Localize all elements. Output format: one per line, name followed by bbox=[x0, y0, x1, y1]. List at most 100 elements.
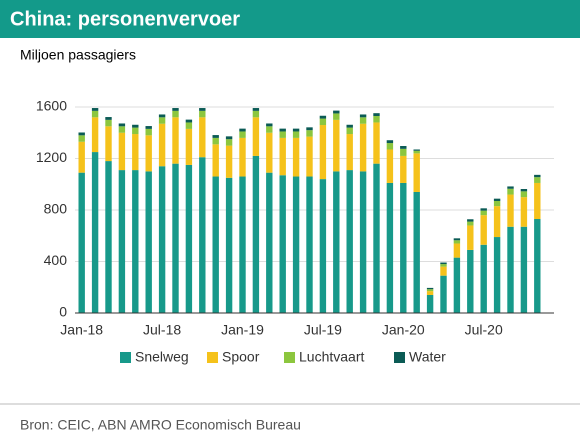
bar-segment bbox=[185, 164, 193, 313]
bar-segment bbox=[493, 206, 501, 238]
bar-segment bbox=[212, 135, 219, 138]
bar-segment bbox=[359, 171, 367, 313]
bar-segment bbox=[319, 115, 327, 119]
bar-segment bbox=[118, 170, 126, 313]
legend-swatch bbox=[120, 352, 131, 363]
bar-segment bbox=[319, 179, 327, 313]
bar-segment bbox=[118, 123, 126, 127]
bar-segment bbox=[132, 124, 139, 128]
bar-segment bbox=[145, 171, 152, 313]
bar-segment bbox=[373, 122, 380, 164]
y-tick-label: 400 bbox=[44, 252, 68, 268]
bar-segment bbox=[480, 208, 487, 211]
bar-segment bbox=[266, 132, 273, 173]
bar-segment bbox=[91, 117, 99, 153]
bar-segment bbox=[118, 132, 126, 171]
bar-segment bbox=[199, 110, 206, 118]
bar-segment bbox=[239, 128, 246, 132]
bar-segment bbox=[199, 157, 206, 313]
bar-segment bbox=[158, 114, 166, 118]
chart-title: China: personenvervoer bbox=[10, 8, 240, 30]
bar-segment bbox=[105, 126, 112, 162]
bar-segment bbox=[467, 219, 474, 222]
legend-label: Water bbox=[409, 349, 446, 365]
bar-segment bbox=[239, 131, 246, 138]
bar-segment bbox=[400, 148, 407, 156]
bar-segment bbox=[279, 137, 286, 176]
source: Bron: CEIC, ABN AMRO Economisch Bureau bbox=[20, 417, 301, 433]
bar-segment bbox=[440, 264, 447, 267]
bar-segment bbox=[333, 113, 340, 120]
bar-segment bbox=[346, 134, 353, 171]
bar-segment bbox=[145, 128, 152, 136]
bar-segment bbox=[480, 215, 487, 245]
bar-segment bbox=[292, 131, 300, 138]
bar-segment bbox=[426, 291, 434, 295]
bar-segment bbox=[346, 170, 353, 313]
bar-segment bbox=[78, 132, 85, 136]
bar-segment bbox=[172, 117, 179, 164]
bar-segment bbox=[292, 128, 300, 132]
bar-segment bbox=[534, 219, 541, 313]
bar-segment bbox=[359, 114, 367, 118]
bar-segment bbox=[493, 200, 501, 207]
bar-segment bbox=[105, 161, 112, 313]
x-tick-label: Jul-20 bbox=[465, 322, 503, 338]
bar-segment bbox=[319, 125, 327, 180]
y-tick-label: 800 bbox=[44, 201, 68, 217]
bar-segment bbox=[306, 130, 313, 137]
bar-segment bbox=[453, 238, 461, 241]
bar-segment bbox=[185, 128, 193, 165]
legend-label: Spoor bbox=[222, 349, 260, 365]
bar-segment bbox=[386, 140, 394, 144]
bar-segment bbox=[453, 257, 461, 313]
bar-segment bbox=[132, 134, 139, 171]
x-tick-label: Jan-18 bbox=[60, 322, 103, 338]
bar-segment bbox=[78, 135, 85, 142]
bar-segment bbox=[266, 126, 273, 133]
bar-segment bbox=[440, 275, 447, 313]
bar-segment bbox=[252, 108, 260, 111]
bar-segment bbox=[426, 287, 434, 290]
bar-segment bbox=[239, 137, 246, 177]
legend-swatch bbox=[207, 352, 218, 363]
bar-segment bbox=[212, 144, 219, 177]
bar-segment bbox=[225, 139, 233, 146]
bar-segment bbox=[185, 119, 193, 123]
bar-segment bbox=[78, 172, 85, 313]
bar-segment bbox=[319, 118, 327, 126]
bar-segment bbox=[225, 145, 233, 178]
legend-swatch bbox=[394, 352, 405, 363]
bar-segment bbox=[534, 177, 541, 183]
bar-segment bbox=[507, 226, 514, 313]
bar-segment bbox=[306, 176, 313, 313]
legend-label: Snelweg bbox=[135, 349, 189, 365]
bar-segment bbox=[105, 117, 112, 120]
bar-segment bbox=[252, 110, 260, 118]
bar-segment bbox=[105, 119, 112, 127]
y-tick-label: 1600 bbox=[36, 98, 67, 114]
bar-segment bbox=[158, 166, 166, 313]
bar-segment bbox=[534, 182, 541, 220]
bar-segment bbox=[333, 110, 340, 114]
bar-segment bbox=[413, 150, 420, 154]
bar-segment bbox=[172, 108, 179, 111]
bar-segment bbox=[373, 113, 380, 117]
bar-segment bbox=[426, 294, 434, 313]
x-tick-label: Jan-19 bbox=[221, 322, 264, 338]
bar-segment bbox=[534, 174, 541, 178]
bar-segment bbox=[520, 226, 528, 313]
bar-segment bbox=[266, 123, 273, 127]
bar-segment bbox=[520, 197, 528, 227]
bar-segment bbox=[440, 266, 447, 276]
bar-segment bbox=[292, 137, 300, 177]
bar-segment bbox=[172, 110, 179, 118]
y-tick-label: 0 bbox=[59, 304, 67, 320]
bar-segment bbox=[373, 116, 380, 123]
bar-segment bbox=[467, 221, 474, 226]
bar-segment bbox=[91, 152, 99, 313]
bar-segment bbox=[413, 153, 420, 192]
bar-segment bbox=[386, 143, 394, 150]
bar-segment bbox=[199, 108, 206, 111]
